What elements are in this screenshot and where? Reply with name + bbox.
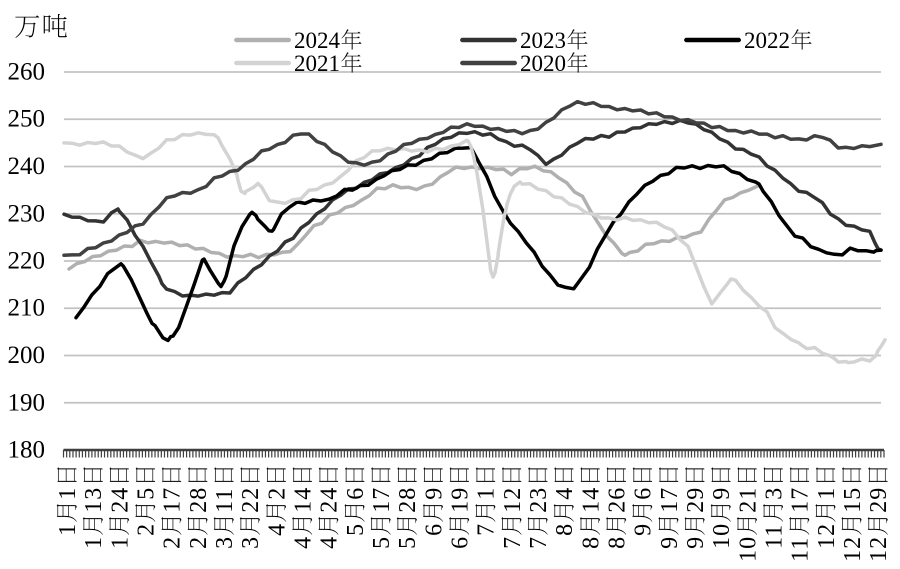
svg-text:9: 9: [657, 536, 683, 549]
svg-text:250: 250: [8, 106, 46, 133]
svg-text:24: 24: [107, 487, 133, 513]
svg-text:2: 2: [134, 523, 160, 536]
svg-text:8: 8: [578, 536, 604, 549]
svg-text:24: 24: [317, 487, 343, 513]
svg-text:9: 9: [709, 487, 735, 500]
svg-text:1: 1: [81, 536, 107, 549]
svg-text:3: 3: [212, 536, 238, 549]
svg-text:10: 10: [709, 523, 735, 549]
svg-text:1: 1: [55, 487, 81, 500]
svg-text:2021: 2021: [294, 51, 340, 76]
svg-text:5: 5: [369, 536, 395, 549]
svg-text:14: 14: [291, 487, 317, 513]
svg-text:2020: 2020: [520, 51, 566, 76]
svg-text:9: 9: [683, 536, 709, 549]
svg-text:1: 1: [814, 487, 840, 500]
svg-text:17: 17: [788, 487, 814, 513]
svg-text:22: 22: [238, 487, 264, 513]
svg-text:8: 8: [605, 536, 631, 549]
svg-text:9: 9: [631, 523, 657, 536]
svg-text:2024: 2024: [294, 28, 341, 53]
svg-text:11: 11: [212, 488, 238, 513]
svg-text:26: 26: [605, 487, 631, 513]
svg-text:19: 19: [448, 487, 474, 513]
svg-text:11: 11: [761, 524, 787, 549]
svg-text:23: 23: [526, 487, 552, 513]
svg-text:4: 4: [552, 487, 578, 500]
svg-text:240: 240: [8, 153, 46, 180]
svg-text:190: 190: [8, 389, 46, 416]
svg-text:14: 14: [578, 487, 604, 513]
svg-text:12: 12: [840, 536, 866, 562]
svg-text:7: 7: [526, 536, 552, 549]
svg-text:2: 2: [186, 536, 212, 549]
svg-text:220: 220: [8, 248, 46, 275]
svg-text:6: 6: [343, 487, 369, 500]
svg-text:11: 11: [788, 537, 814, 562]
svg-text:1: 1: [474, 487, 500, 500]
svg-text:4: 4: [291, 536, 317, 549]
svg-text:2: 2: [264, 487, 290, 500]
svg-text:29: 29: [683, 487, 709, 513]
svg-text:8: 8: [552, 523, 578, 536]
svg-text:2022: 2022: [744, 28, 790, 53]
svg-text:3: 3: [761, 487, 787, 500]
svg-text:17: 17: [160, 487, 186, 513]
svg-text:5: 5: [134, 487, 160, 500]
svg-text:17: 17: [369, 487, 395, 513]
svg-text:6: 6: [631, 487, 657, 500]
svg-text:4: 4: [264, 523, 290, 536]
svg-text:5: 5: [343, 523, 369, 536]
svg-text:28: 28: [395, 487, 421, 513]
svg-text:12: 12: [500, 487, 526, 513]
svg-text:29: 29: [866, 487, 892, 513]
svg-text:21: 21: [735, 487, 761, 513]
svg-text:1: 1: [55, 523, 81, 536]
svg-text:13: 13: [81, 487, 107, 513]
svg-text:5: 5: [395, 536, 421, 549]
svg-text:2023: 2023: [520, 28, 566, 53]
svg-text:230: 230: [8, 200, 46, 227]
svg-text:200: 200: [8, 342, 46, 369]
svg-text:6: 6: [421, 523, 447, 536]
svg-text:3: 3: [238, 536, 264, 549]
svg-text:6: 6: [448, 536, 474, 549]
svg-text:12: 12: [866, 536, 892, 562]
svg-text:10: 10: [735, 536, 761, 562]
svg-text:15: 15: [840, 487, 866, 513]
svg-text:28: 28: [186, 487, 212, 513]
svg-text:17: 17: [657, 487, 683, 513]
svg-text:7: 7: [500, 536, 526, 549]
svg-text:12: 12: [814, 523, 840, 549]
svg-text:210: 210: [8, 295, 46, 322]
svg-text:180: 180: [8, 437, 46, 464]
svg-text:2: 2: [160, 536, 186, 549]
svg-text:260: 260: [8, 59, 46, 86]
svg-text:4: 4: [317, 536, 343, 549]
svg-text:1: 1: [107, 536, 133, 549]
svg-text:7: 7: [474, 523, 500, 536]
svg-text:9: 9: [421, 487, 447, 500]
